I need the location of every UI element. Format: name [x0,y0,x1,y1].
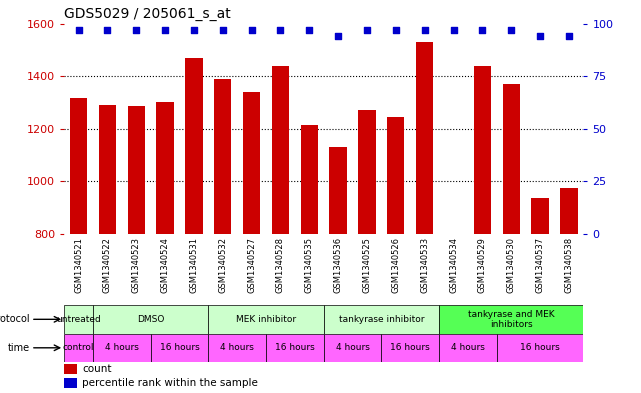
Text: 16 hours: 16 hours [390,343,430,352]
Point [333,33,344,39]
Bar [531,198,549,393]
Bar [266,334,324,362]
Point [420,27,430,33]
Bar [358,110,376,393]
Point [391,27,401,33]
Bar [64,364,77,374]
Text: time: time [7,343,29,353]
Point [304,27,315,33]
Bar [387,117,404,393]
Point [564,33,574,39]
Bar [445,234,462,393]
Bar [497,334,583,362]
Text: 16 hours: 16 hours [520,343,560,352]
Bar [208,305,324,334]
Bar [99,105,116,393]
Point [160,27,171,33]
Text: tankyrase inhibitor: tankyrase inhibitor [338,315,424,324]
Bar [93,305,208,334]
Bar [243,92,260,393]
Point [103,27,113,33]
Bar [301,125,318,393]
Point [449,27,459,33]
Text: 4 hours: 4 hours [336,343,369,352]
Bar [93,334,151,362]
Text: GSM1340538: GSM1340538 [564,237,574,294]
Bar [560,188,578,393]
Text: GSM1340521: GSM1340521 [74,237,83,293]
Text: GSM1340531: GSM1340531 [189,237,199,293]
Point [535,33,545,39]
Text: tankyrase and MEK
inhibitors: tankyrase and MEK inhibitors [468,310,554,329]
Text: GSM1340524: GSM1340524 [160,237,170,293]
Text: GSM1340533: GSM1340533 [420,237,429,294]
Text: GSM1340522: GSM1340522 [103,237,112,293]
Bar [329,147,347,393]
Text: GSM1340525: GSM1340525 [362,237,372,293]
Text: 16 hours: 16 hours [160,343,199,352]
Bar [70,99,87,393]
Text: GSM1340530: GSM1340530 [506,237,516,293]
Bar [64,378,77,387]
Bar [208,334,266,362]
Text: untreated: untreated [56,315,101,324]
Point [477,27,487,33]
Point [188,27,199,33]
Text: 4 hours: 4 hours [451,343,485,352]
Text: GSM1340532: GSM1340532 [218,237,228,293]
Text: percentile rank within the sample: percentile rank within the sample [82,378,258,388]
Point [74,27,83,33]
Bar [439,334,497,362]
Text: GSM1340528: GSM1340528 [276,237,285,293]
Bar [151,334,208,362]
Text: MEK inhibitor: MEK inhibitor [236,315,296,324]
Bar [214,79,231,393]
Bar [381,334,439,362]
Text: control: control [63,343,94,352]
Point [276,27,286,33]
Text: 16 hours: 16 hours [275,343,315,352]
Text: GSM1340536: GSM1340536 [333,237,343,294]
Text: GSM1340527: GSM1340527 [247,237,256,293]
Bar [324,305,439,334]
Bar [64,305,93,334]
Bar [128,107,145,393]
Point [362,27,372,33]
Text: GSM1340534: GSM1340534 [449,237,458,293]
Bar [416,42,433,393]
Text: count: count [82,364,112,374]
Bar [324,334,381,362]
Text: 4 hours: 4 hours [221,343,254,352]
Point [131,27,142,33]
Text: GSM1340535: GSM1340535 [304,237,314,293]
Text: DMSO: DMSO [137,315,164,324]
Text: 4 hours: 4 hours [105,343,138,352]
Bar [156,103,174,393]
Text: protocol: protocol [0,314,29,324]
Bar [272,66,289,393]
Bar [64,334,93,362]
Point [506,27,517,33]
Text: GSM1340529: GSM1340529 [478,237,487,293]
Bar [185,58,203,393]
Point [218,27,228,33]
Bar [474,66,491,393]
Text: GSM1340537: GSM1340537 [535,237,545,294]
Bar [439,305,583,334]
Text: GSM1340526: GSM1340526 [391,237,401,293]
Bar [503,84,520,393]
Point [246,27,256,33]
Text: GDS5029 / 205061_s_at: GDS5029 / 205061_s_at [64,7,231,21]
Text: GSM1340523: GSM1340523 [131,237,141,293]
